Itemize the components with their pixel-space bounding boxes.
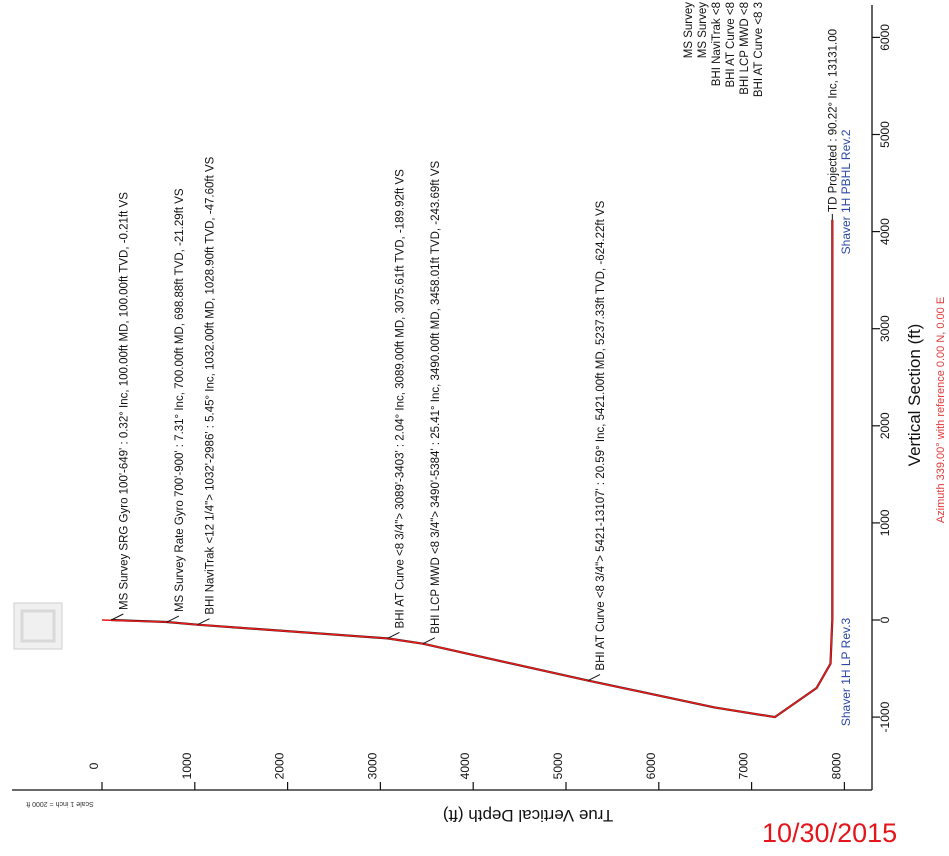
annotation-label: MS Survey Rate Gyro 700'-900' : 7.31° In… [174, 188, 186, 612]
legend-line: MS Survey [683, 2, 695, 58]
annotation-layer: MS Survey SRG Gyro 100'-649' : 0.32° Inc… [111, 29, 839, 682]
legend-line: BHI AT Curve <8 3 [753, 2, 765, 97]
annotation-leader [111, 613, 124, 621]
y-tick-label: 8000 [829, 752, 843, 779]
annotation-leader [197, 618, 210, 626]
legend-line: BHI NaviTrak <8 [711, 2, 723, 86]
y-tick-label: 2000 [273, 752, 287, 779]
target-lp-label: Shaver 1H LP Rev.3 [839, 618, 853, 727]
company-logo [13, 602, 63, 650]
y-tick-label: 7000 [737, 752, 751, 779]
azimuth-note: Azimuth 339.00° with reference 0.00 N, 0… [935, 297, 947, 523]
legend-line: MS Survey [697, 2, 709, 58]
annotation-leader [587, 674, 601, 682]
x-tick-group: -1000 0 1000 2000 3000 4000 5000 6000 [872, 24, 892, 732]
annotation-leader [387, 632, 400, 639]
x-tick-label: 2000 [878, 412, 892, 439]
y-tick-label: 3000 [365, 752, 379, 779]
scale-note: Scale 1 inch = 2000 ft [26, 800, 94, 807]
y-axis-title: True Vertical Depth (ft) [443, 806, 613, 825]
y-tick-label: 4000 [458, 752, 472, 779]
legend: MS Survey MS Survey BHI NaviTrak <8 BHI … [683, 2, 765, 97]
actual-survey-line [111, 219, 834, 719]
x-tick-label: 5000 [878, 121, 892, 148]
target-pbhl-label: Shaver 1H PBHL Rev.2 [839, 129, 853, 254]
legend-line: BHI AT Curve <8 [725, 2, 737, 88]
x-tick-label: 0 [878, 616, 892, 623]
annotation-label: BHI NaviTrak <12 1/4"> 1032'-2986' : 5.4… [204, 156, 216, 614]
date-stamp: 10/30/2015 [762, 818, 898, 848]
x-axis-title: Vertical Section (ft) [905, 324, 924, 467]
annotation-label: BHI AT Curve <8 3/4"> 3089'-3403' : 2.04… [394, 169, 406, 629]
y-tick-label: 6000 [644, 752, 658, 779]
annotation-label: BHI LCP MWD <8 3/4"> 3490'-5384' : 25.41… [430, 160, 442, 633]
annotation-label: MS Survey SRG Gyro 100'-649' : 0.32° Inc… [118, 192, 130, 610]
y-tick-label: 1000 [180, 752, 194, 779]
y-tick-label: 5000 [551, 752, 565, 779]
plan-line [101, 219, 834, 718]
x-tick-label: 1000 [878, 509, 892, 536]
x-tick-label: 3000 [878, 315, 892, 342]
x-tick-label: 6000 [878, 24, 892, 51]
x-tick-label: -1000 [878, 701, 892, 732]
x-tick-label: 4000 [878, 218, 892, 245]
annotation-label: TD Projected : 90.22° Inc, 13131.00 [827, 29, 839, 212]
y-tick-group: 0 1000 2000 3000 4000 5000 6000 7000 8000 [87, 752, 846, 790]
y-tick-label: 0 [87, 762, 101, 769]
annotation-leader [166, 615, 180, 623]
legend-line: BHI LCP MWD <8 [739, 2, 751, 95]
annotation-leader [422, 637, 436, 645]
series-layer [101, 219, 834, 719]
annotation-label: BHI AT Curve <8 3/4"> 5421-13107' : 20.5… [595, 200, 607, 670]
